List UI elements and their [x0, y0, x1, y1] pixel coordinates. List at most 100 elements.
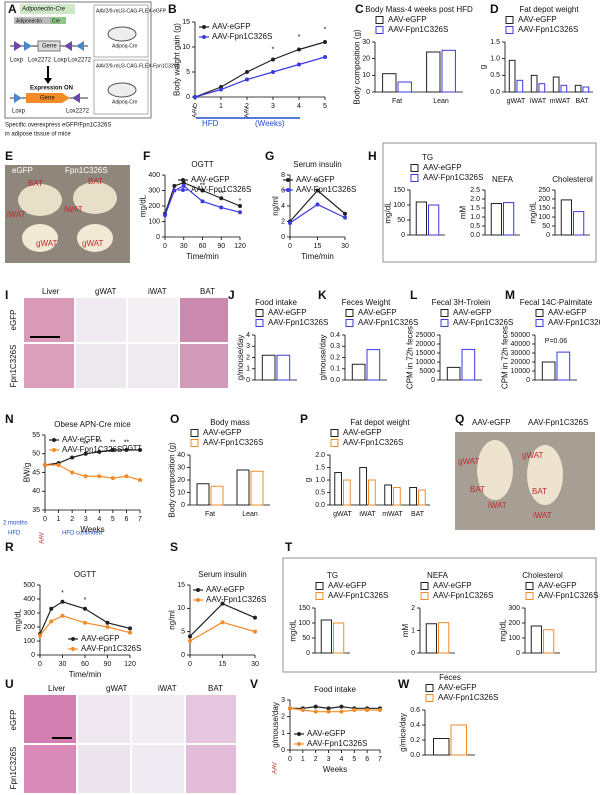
- y-tick-label: 0.5: [470, 223, 480, 230]
- data-point: [38, 633, 42, 638]
- histology: [24, 298, 74, 342]
- data-point: [343, 211, 347, 216]
- label: AAV2/9-mU3-CAG-FLEX-Fpn1C326S: [96, 63, 180, 69]
- x-tick-label: 120: [124, 661, 136, 668]
- histology: [78, 695, 130, 743]
- y-axis-label: mg/dL: [528, 201, 537, 224]
- y-axis-label: mg/dL: [288, 619, 297, 642]
- x-tick-label: 120: [234, 243, 246, 250]
- bar: [450, 724, 467, 756]
- x-tick-label: iWAT: [359, 511, 376, 518]
- annotation: **: [124, 439, 130, 446]
- loxp: [14, 41, 22, 51]
- bar: [418, 489, 426, 506]
- y-tick-label: 100: [23, 638, 35, 645]
- y-tick-label: 0.0: [330, 377, 340, 384]
- y-tick-label: 300: [148, 187, 160, 194]
- y-tick-label: 0.5: [315, 489, 325, 496]
- bar: [538, 83, 546, 93]
- y-tick-label: 10: [182, 44, 190, 51]
- y-tick-label: 0: [246, 377, 250, 384]
- label: Lox2272: [28, 58, 52, 64]
- bar: [261, 354, 276, 381]
- bar: [573, 211, 585, 236]
- y-axis-label: g: [478, 65, 487, 69]
- series-line: [39, 601, 131, 635]
- lox2272: [72, 93, 80, 103]
- y-tick-label: 150: [393, 187, 405, 194]
- legend-swatch: [345, 309, 354, 317]
- panel-letter: B: [168, 2, 177, 16]
- panel-letter: R: [5, 540, 14, 554]
- series-line: [194, 56, 326, 98]
- legend-label: AAV-Fpn1C326S: [328, 591, 388, 600]
- data-point: [43, 463, 47, 467]
- tissue: [73, 182, 117, 214]
- column-label: Liver: [42, 287, 60, 296]
- legend-label: AAV-Fpn1C326S: [62, 445, 122, 454]
- axis-note: HFD: [202, 119, 219, 128]
- x-tick-label: 30: [341, 243, 349, 250]
- x-tick-label: 30: [180, 243, 188, 250]
- label: Adipoq-Cre: [112, 43, 138, 49]
- y-tick-label: 250: [538, 187, 550, 194]
- data-point: [300, 708, 305, 712]
- bar: [250, 470, 264, 506]
- y-tick-label: 0.2: [410, 737, 420, 744]
- label: iWAT: [7, 210, 26, 219]
- y-tick-label: 2.0: [470, 196, 480, 203]
- legend-swatch: [375, 16, 384, 24]
- y-tick-label: 0.3: [330, 343, 340, 350]
- data-point: [271, 57, 275, 62]
- y-tick-label: 8: [281, 172, 285, 179]
- x-axis-label: Time/min: [186, 252, 219, 261]
- annotation: *: [316, 180, 319, 187]
- data-point: [378, 708, 382, 712]
- legend-swatch: [410, 164, 419, 172]
- gene-arrow: [26, 93, 70, 103]
- data-point: [323, 40, 327, 44]
- x-tick-label: 30: [251, 661, 259, 668]
- label: BAT: [28, 179, 43, 188]
- y-tick-label: 1.5: [490, 39, 500, 46]
- histology: [128, 298, 178, 342]
- y-tick-label: 150: [538, 205, 550, 212]
- caption: Specific overexpress eGFP/Fpn1C326S: [5, 123, 111, 129]
- panel-i: I Liver gWAT iWAT BAT eGFP Fpn1C326S: [5, 287, 228, 388]
- legend-swatch: [410, 174, 419, 182]
- x-tick-label: Fat: [205, 511, 215, 518]
- y-tick-label: 300: [508, 605, 520, 612]
- x-axis-label: Weeks: [80, 525, 104, 534]
- bar: [461, 348, 476, 381]
- x-tick-label: 0: [163, 243, 167, 250]
- y-tick-label: 40000: [511, 341, 531, 348]
- annotation: **: [110, 439, 116, 446]
- data-point: [315, 202, 320, 207]
- x-tick-label: iWAT: [530, 98, 547, 105]
- y-tick-label: 1.0: [470, 214, 480, 221]
- x-tick-label: Lean: [242, 511, 258, 518]
- y-axis-label: Body weight gain (g): [172, 23, 181, 96]
- loxp: [64, 41, 72, 51]
- data-point: [83, 474, 88, 479]
- legend-swatch: [525, 582, 534, 590]
- label: iWAT: [488, 501, 507, 510]
- y-tick-label: 0: [31, 652, 35, 659]
- legend-label: AAV-Fpn1C326S: [343, 438, 403, 447]
- photo: [5, 165, 130, 263]
- histology: [76, 344, 126, 388]
- x-tick-label: BAT: [575, 98, 589, 105]
- x-tick-label: 6: [124, 516, 128, 523]
- legend-marker: [181, 188, 185, 192]
- bar: [334, 472, 342, 506]
- data-point: [288, 706, 292, 711]
- bar: [236, 469, 250, 506]
- x-tick-label: 5: [323, 103, 327, 110]
- y-tick-label: 6: [281, 187, 285, 194]
- chart-title: TG: [422, 153, 433, 162]
- data-point: [271, 70, 275, 74]
- y-tick-label: 400: [23, 596, 35, 603]
- data-point: [124, 448, 129, 452]
- y-tick-label: 2.5: [470, 187, 480, 194]
- histology: [24, 695, 76, 743]
